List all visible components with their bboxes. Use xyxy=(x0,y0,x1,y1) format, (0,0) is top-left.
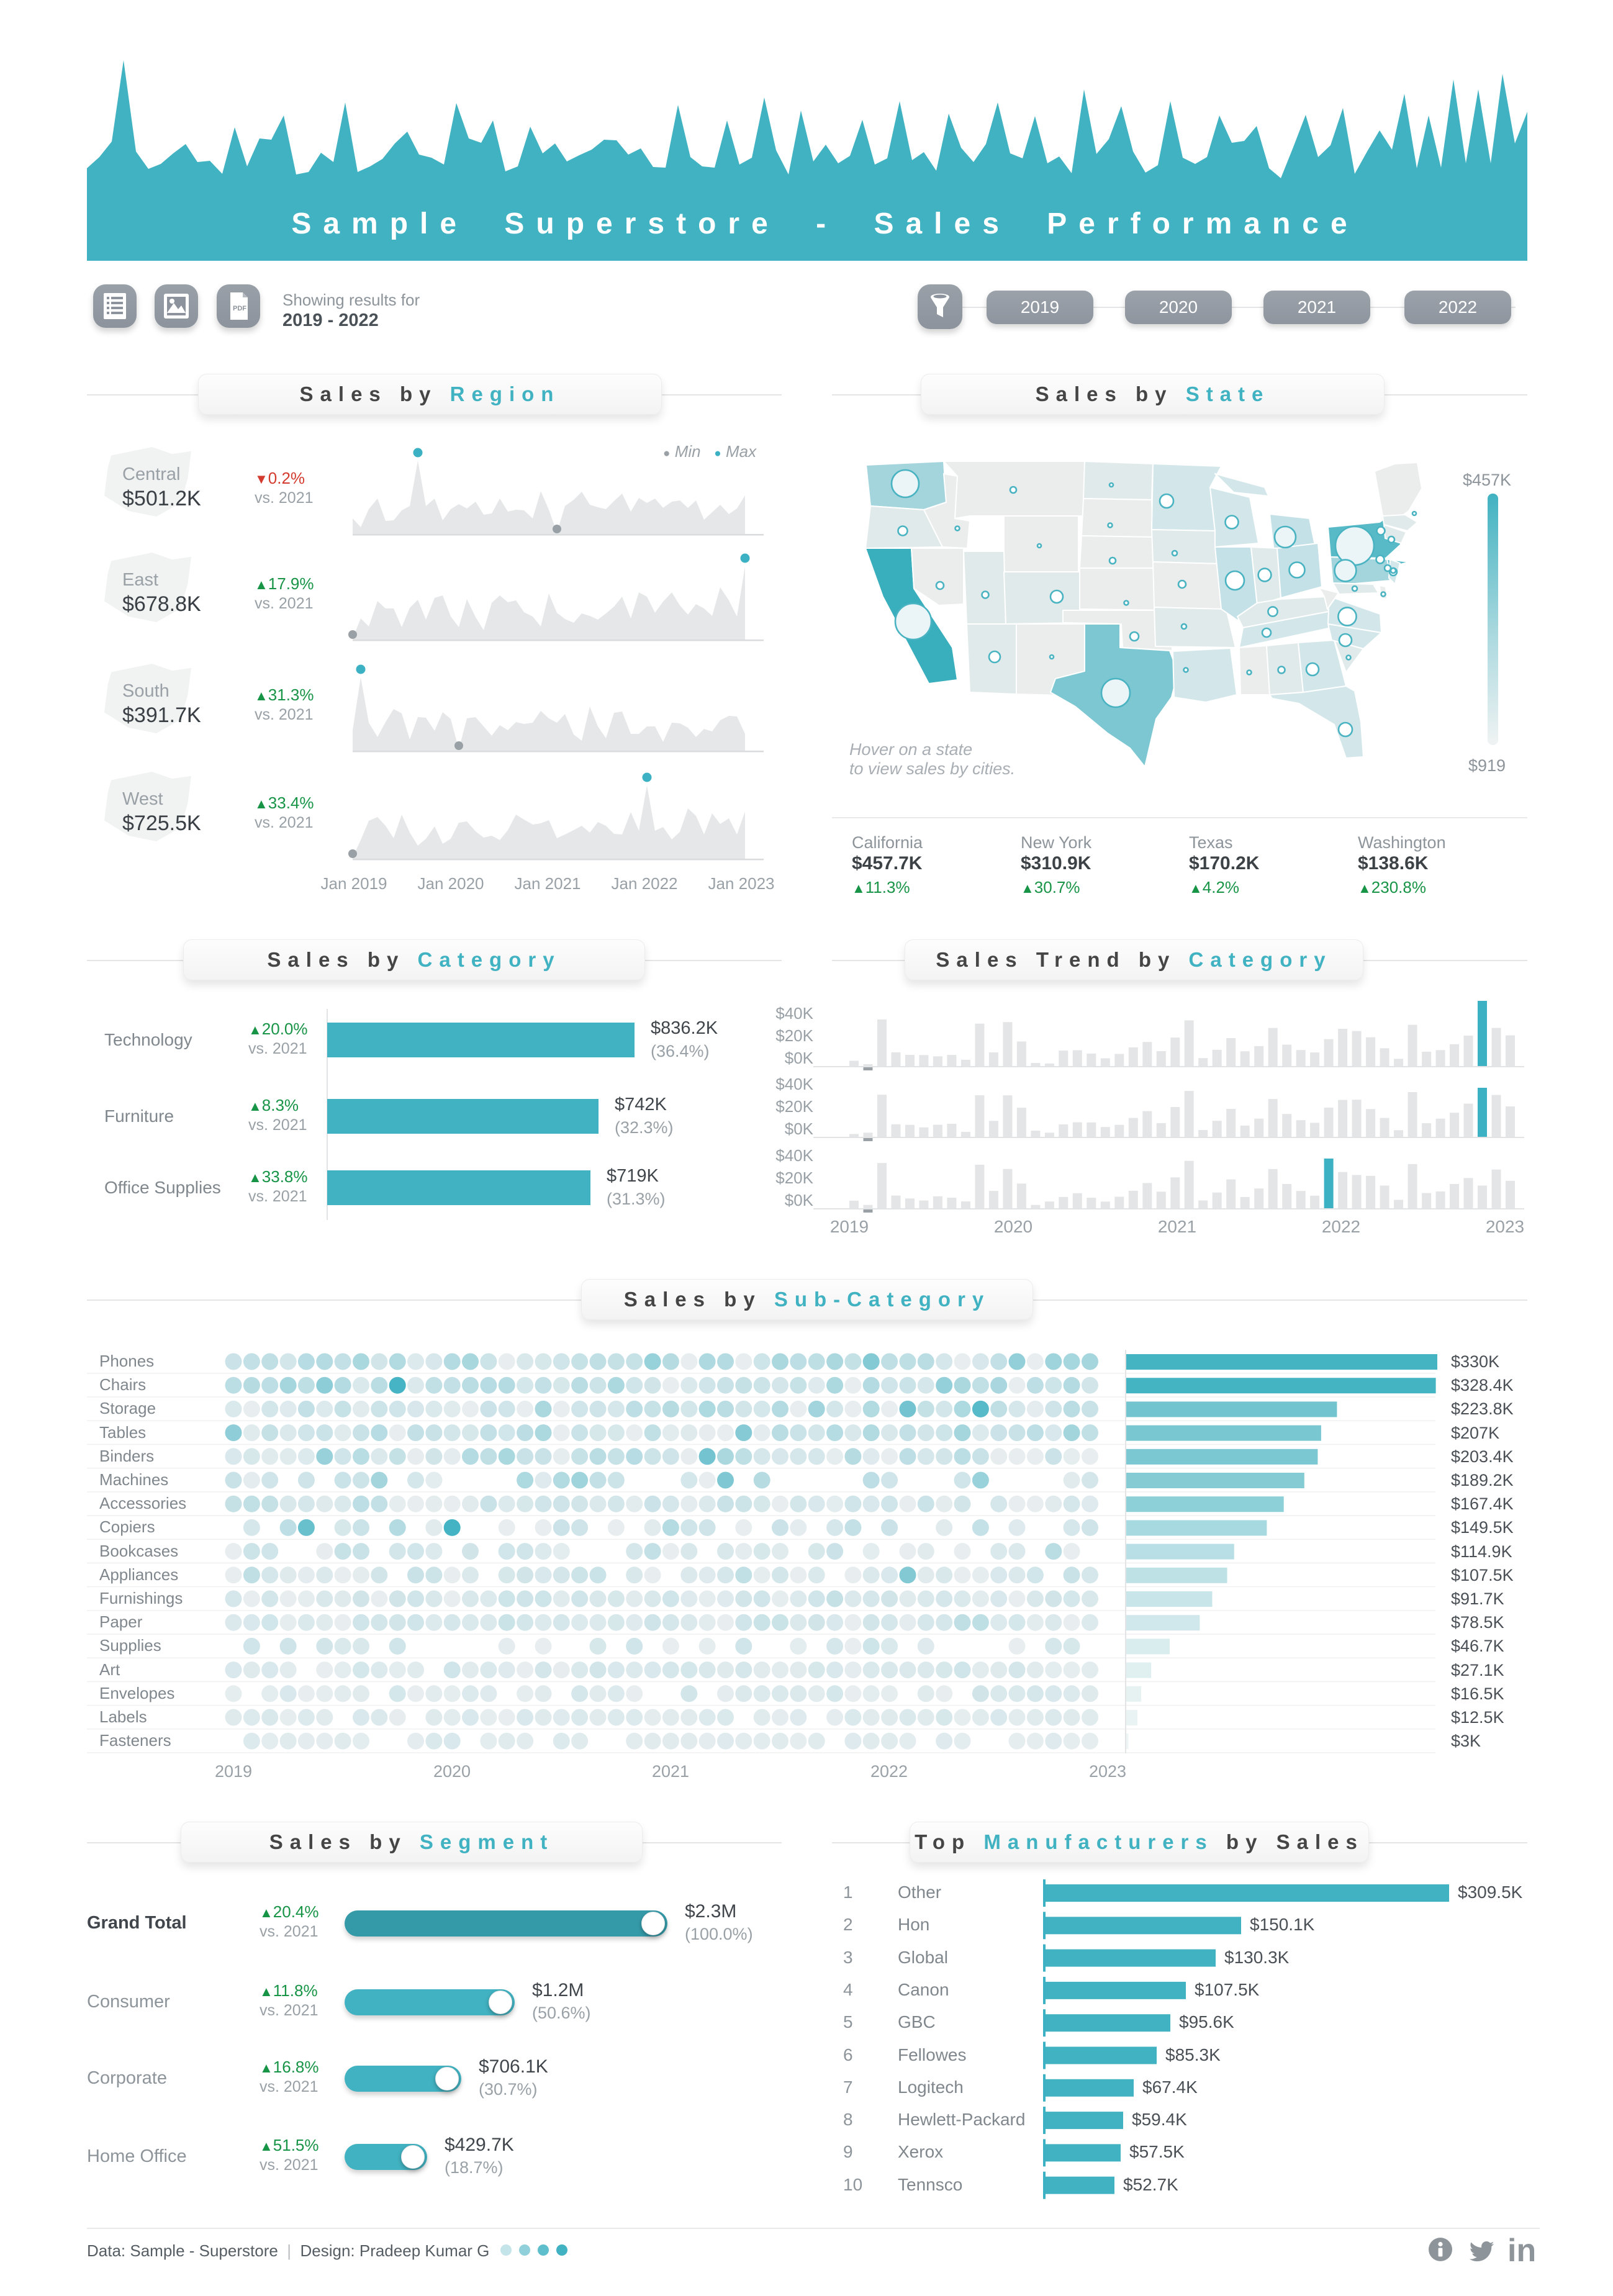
svg-text:PDF: PDF xyxy=(233,305,246,312)
svg-text:in: in xyxy=(1507,2233,1536,2269)
